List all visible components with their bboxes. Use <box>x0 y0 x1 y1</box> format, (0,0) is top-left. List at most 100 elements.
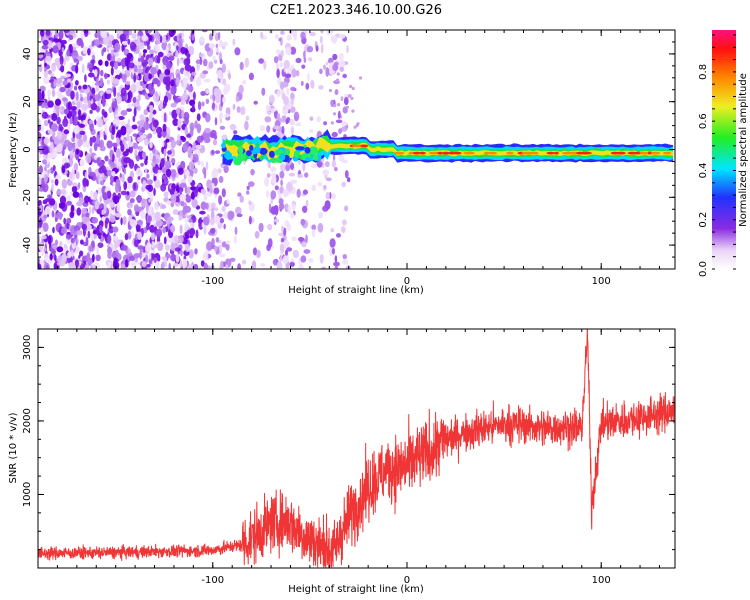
heatmap-speckle <box>180 249 183 257</box>
colorbar-tick-label: 0.4 <box>698 162 709 178</box>
heatmap-speckle <box>185 57 191 66</box>
heatmap-speckle <box>93 39 101 47</box>
heatmap-speckle <box>213 245 218 251</box>
signal-core <box>428 151 440 155</box>
heatmap-speckle <box>62 80 68 86</box>
heatmap-speckle <box>98 233 102 240</box>
snr-frame <box>37 328 676 569</box>
heatmap-speckle <box>143 49 147 54</box>
heatmap-speckle <box>279 256 283 262</box>
heatmap-speckle <box>46 154 50 165</box>
heatmap-speckle <box>278 198 284 205</box>
heatmap-speckle <box>85 221 91 231</box>
heatmap-speckle <box>178 235 184 244</box>
heatmap-speckle <box>311 228 316 238</box>
heatmap-speckle <box>178 37 183 48</box>
heatmap-speckle <box>90 175 94 180</box>
heatmap-speckle <box>59 55 64 66</box>
heatmap-speckle <box>166 219 172 225</box>
heatmap-speckle <box>234 226 238 235</box>
heatmap-speckle <box>188 161 195 171</box>
heatmap-speckle <box>347 177 351 183</box>
heatmap-speckle <box>67 101 72 111</box>
heatmap-speckle <box>279 163 287 172</box>
heatmap-speckle <box>124 259 129 268</box>
heatmap-speckle <box>137 176 141 180</box>
heatmap-speckle <box>72 182 78 187</box>
heatmap-speckle <box>104 217 110 225</box>
heatmap-speckle <box>191 103 195 112</box>
heatmap-speckle <box>238 84 244 95</box>
heatmap-speckle <box>75 80 79 86</box>
x-tick-label: -100 <box>201 575 224 586</box>
heatmap-speckle <box>61 47 64 53</box>
heatmap-speckle <box>328 57 333 63</box>
heatmap-speckle <box>114 42 121 51</box>
heatmap-speckle <box>112 119 119 125</box>
heatmap-speckle <box>296 188 301 198</box>
heatmap-speckle <box>164 258 168 268</box>
spectrogram-ticks: -100 0 100 -40 -20 0 20 40 <box>22 29 675 287</box>
heatmap-speckle <box>41 235 47 240</box>
heatmap-speckle <box>120 143 125 152</box>
heatmap-speckle <box>107 261 112 269</box>
heatmap-speckle <box>39 205 43 212</box>
heatmap-speckle <box>107 246 112 255</box>
heatmap-speckle <box>268 94 275 104</box>
heatmap-speckle <box>282 189 289 198</box>
heatmap-speckle <box>159 100 164 110</box>
heatmap-speckle <box>62 118 69 127</box>
heatmap-speckle <box>66 222 70 230</box>
signal-core <box>546 151 555 155</box>
heatmap-speckle <box>203 262 208 269</box>
heatmap-speckle <box>47 169 52 174</box>
heatmap-speckle <box>87 63 93 69</box>
heatmap-speckle <box>132 115 136 123</box>
heatmap-speckle <box>120 125 127 136</box>
heatmap-speckle <box>329 246 333 257</box>
heatmap-speckle <box>337 103 341 107</box>
heatmap-speckle <box>96 30 102 39</box>
heatmap-speckle <box>114 249 120 259</box>
heatmap-speckle <box>301 64 306 69</box>
heatmap-speckle <box>325 61 329 66</box>
heatmap-speckle <box>219 217 225 224</box>
heatmap-speckle <box>146 179 153 185</box>
heatmap-speckle <box>51 183 55 192</box>
heatmap-speckle <box>341 121 348 127</box>
heatmap-speckle <box>332 63 339 71</box>
spectrogram-ylabel: Frequency (Hz) <box>8 112 19 188</box>
heatmap-speckle <box>204 136 211 144</box>
heatmap-speckle <box>184 185 188 194</box>
heatmap-speckle <box>70 106 77 111</box>
heatmap-speckle <box>123 181 127 191</box>
heatmap-speckle <box>219 112 224 119</box>
heatmap-speckle <box>110 162 116 168</box>
heatmap-speckle <box>351 109 355 113</box>
heatmap-speckle <box>90 233 95 242</box>
heatmap-speckle <box>164 236 167 245</box>
heatmap-speckle <box>73 126 80 134</box>
heatmap-speckle <box>141 261 147 268</box>
heatmap-speckle <box>286 181 293 192</box>
heatmap-speckle <box>217 168 222 174</box>
heatmap-speckle <box>179 182 187 188</box>
heatmap-speckle <box>97 242 104 248</box>
heatmap-speckle <box>293 33 297 41</box>
heatmap-speckle <box>285 46 292 56</box>
heatmap-speckle <box>199 210 206 215</box>
heatmap-speckle <box>242 259 247 265</box>
heatmap-speckle <box>222 41 228 47</box>
heatmap-speckle <box>153 187 156 196</box>
heatmap-speckle <box>66 49 71 57</box>
heatmap-speckle <box>127 176 133 184</box>
heatmap-speckle <box>173 235 179 244</box>
colorbar: 0.0 0.2 0.4 0.6 0.8 Normalized spectral ampl… <box>698 30 749 277</box>
heatmap-speckle <box>214 107 217 112</box>
heatmap-speckle <box>106 79 110 85</box>
heatmap-speckle <box>291 203 296 211</box>
heatmap-speckle <box>101 216 106 222</box>
heatmap-speckle <box>106 169 113 177</box>
heatmap-speckle <box>143 41 148 46</box>
heatmap-speckle <box>82 133 88 143</box>
